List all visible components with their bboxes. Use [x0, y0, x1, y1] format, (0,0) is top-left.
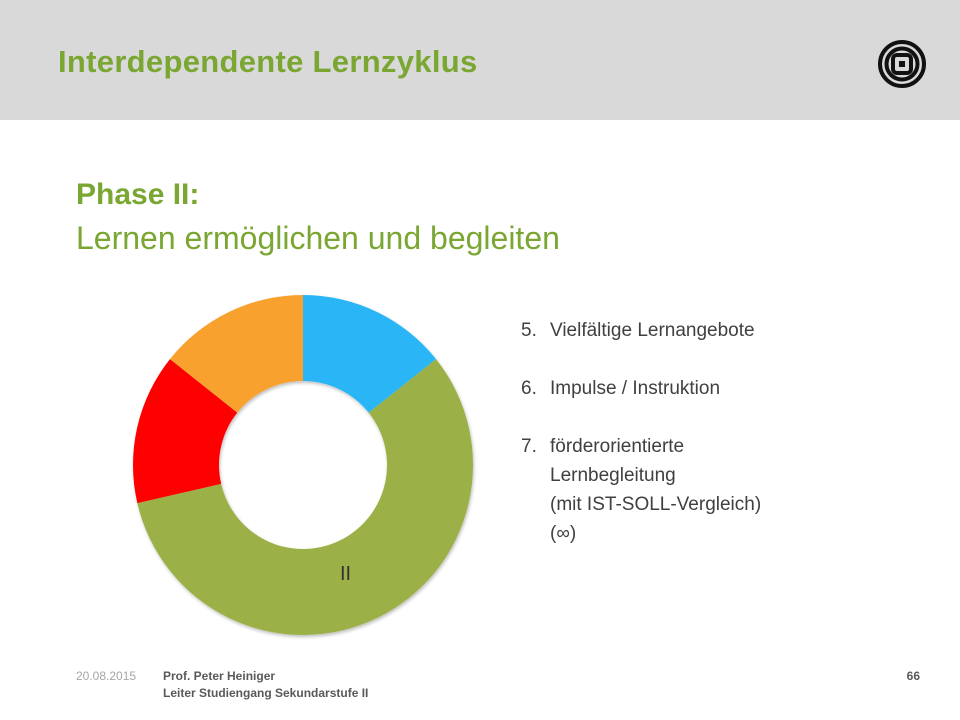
learning-cycle-donut — [133, 295, 473, 635]
footer-presenter-role: Leiter Studiengang Sekundarstufe II — [163, 686, 369, 700]
list-item-text: förderorientierte Lernbegleitung (mit IS… — [550, 436, 762, 544]
list-item: 6. Impulse / Instruktion — [521, 374, 851, 403]
phase-step-list: 5. Vielfältige Lernangebote 6. Impulse /… — [521, 316, 851, 577]
list-item: 5. Vielfältige Lernangebote — [521, 316, 851, 345]
page-number: 66 — [906, 669, 920, 683]
segment-label-ii: II — [340, 563, 352, 585]
list-item-text: Impulse / Instruktion — [550, 378, 721, 399]
phase-label: Phase II: — [76, 178, 200, 211]
list-item-text: Vielfältige Lernangebote — [550, 320, 755, 341]
footer-presenter-name: Prof. Peter Heiniger — [163, 669, 276, 683]
list-item-number: 7. — [521, 436, 537, 457]
slide-title: Interdependente Lernzyklus — [58, 44, 478, 79]
header-bar: Interdependente Lernzyklus — [0, 0, 960, 120]
list-item: 7. förderorientierte Lernbegleitung (mit… — [521, 432, 851, 548]
donut-segment-2 — [137, 359, 473, 635]
donut-segment-3 — [133, 359, 238, 504]
phase-subtitle: Lernen ermöglichen und begleiten — [76, 220, 560, 256]
list-item-number: 5. — [521, 320, 537, 341]
concentric-square-logo-icon — [878, 40, 926, 88]
donut-segment-1 — [303, 295, 437, 413]
donut-segment-4 — [169, 295, 303, 413]
footer-date: 20.08.2015 — [76, 669, 137, 683]
list-item-number: 6. — [521, 378, 537, 399]
